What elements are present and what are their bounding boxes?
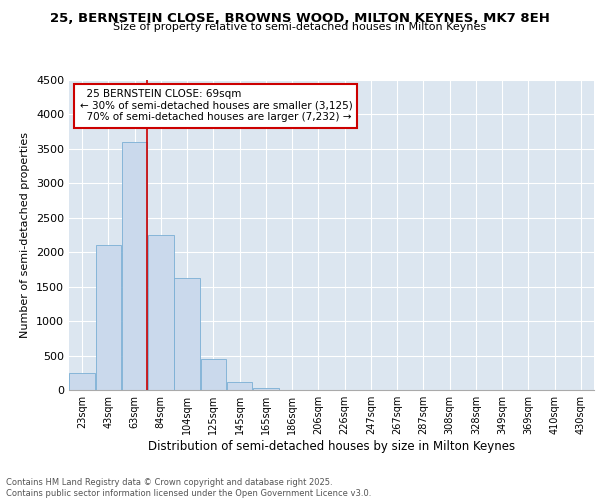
Y-axis label: Number of semi-detached properties: Number of semi-detached properties <box>20 132 31 338</box>
Bar <box>69 374 95 390</box>
Bar <box>148 235 174 390</box>
Bar <box>200 359 226 390</box>
Bar <box>253 388 279 390</box>
Bar <box>95 246 121 390</box>
Text: 25, BERNSTEIN CLOSE, BROWNS WOOD, MILTON KEYNES, MK7 8EH: 25, BERNSTEIN CLOSE, BROWNS WOOD, MILTON… <box>50 12 550 26</box>
Text: 25 BERNSTEIN CLOSE: 69sqm
← 30% of semi-detached houses are smaller (3,125)
  70: 25 BERNSTEIN CLOSE: 69sqm ← 30% of semi-… <box>79 90 352 122</box>
Bar <box>227 382 253 390</box>
X-axis label: Distribution of semi-detached houses by size in Milton Keynes: Distribution of semi-detached houses by … <box>148 440 515 453</box>
Bar <box>122 142 148 390</box>
Text: Contains HM Land Registry data © Crown copyright and database right 2025.
Contai: Contains HM Land Registry data © Crown c… <box>6 478 371 498</box>
Bar <box>174 278 200 390</box>
Text: Size of property relative to semi-detached houses in Milton Keynes: Size of property relative to semi-detach… <box>113 22 487 32</box>
